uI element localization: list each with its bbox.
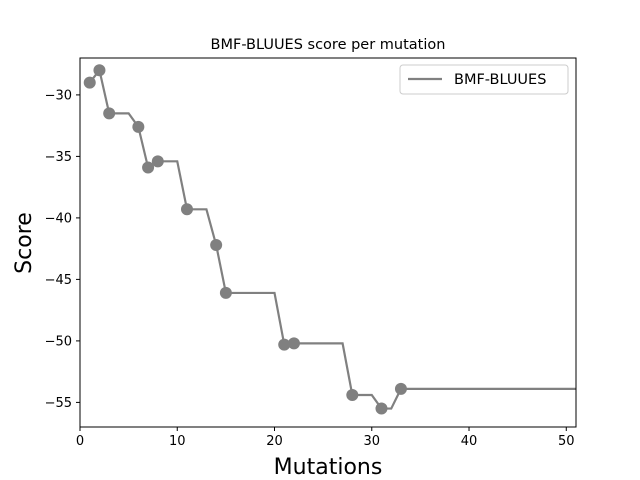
data-point-3 — [103, 107, 116, 120]
y-tick-label: −30 — [45, 88, 72, 103]
chart-title: BMF-BLUUES score per mutation — [211, 37, 446, 53]
data-point-10 — [278, 338, 291, 351]
x-axis-ticks: 0 10 20 30 40 50 — [76, 427, 575, 449]
y-tick-label: −40 — [45, 211, 72, 226]
y-tick-label: −35 — [45, 150, 72, 165]
x-tick-label: 50 — [558, 434, 575, 449]
legend: BMF-BLUUES — [399, 64, 569, 95]
data-point-1 — [83, 76, 96, 89]
data-point-2 — [93, 64, 106, 77]
x-axis-label: Mutations — [274, 455, 383, 480]
y-tick-label: −55 — [45, 396, 72, 411]
legend-label: BMF-BLUUES — [454, 72, 546, 88]
series-layer — [83, 64, 576, 415]
x-tick-label: 30 — [363, 434, 380, 449]
data-point-5 — [142, 161, 155, 174]
x-tick-label: 40 — [461, 434, 478, 449]
legend-box — [399, 64, 569, 95]
data-point-6 — [151, 155, 164, 168]
x-tick-label: 20 — [266, 434, 283, 449]
y-tick-label: −50 — [45, 334, 72, 349]
series-line — [88, 67, 576, 410]
data-point-8 — [210, 238, 223, 251]
plot-frame — [79, 57, 577, 428]
x-tick-label: 10 — [169, 434, 186, 449]
data-point-11 — [287, 337, 300, 350]
data-point-9 — [219, 286, 232, 299]
y-tick-label: −45 — [45, 273, 72, 288]
y-axis-label: Score — [12, 212, 37, 274]
x-tick-label: 0 — [76, 434, 84, 449]
data-point-12 — [346, 389, 359, 402]
y-axis-ticks: −55 −50 −45 −40 −35 −30 — [45, 88, 80, 411]
data-point-14 — [394, 382, 407, 395]
data-point-4 — [132, 120, 145, 133]
data-point-7 — [180, 203, 193, 216]
data-point-13 — [375, 402, 388, 415]
